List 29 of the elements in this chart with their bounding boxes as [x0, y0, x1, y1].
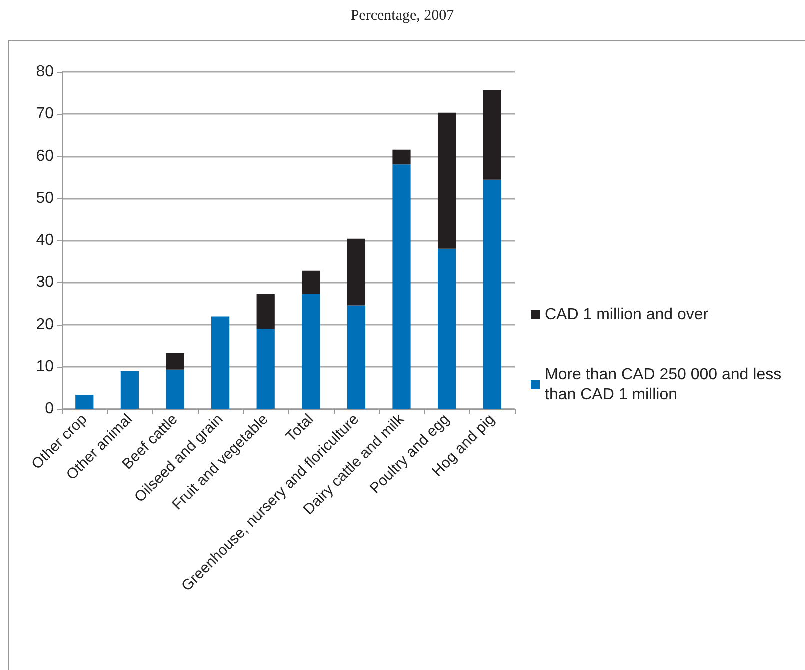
- bar: [256, 294, 275, 330]
- y-tick-label: 80: [36, 64, 54, 80]
- chart-title: Percentage, 2007: [350, 8, 456, 25]
- bar: [166, 370, 184, 409]
- legend-label: CAD 1 million and over: [545, 306, 710, 324]
- y-tick-label: 20: [36, 316, 54, 334]
- y-tick-label: 50: [36, 190, 54, 207]
- bar: [438, 248, 456, 409]
- bar: [483, 180, 502, 409]
- bar: [256, 329, 275, 409]
- bar: [392, 150, 411, 165]
- bar: [347, 306, 366, 409]
- bar: [166, 353, 184, 370]
- y-tick-label: 60: [36, 148, 54, 165]
- bar: [392, 164, 411, 409]
- bar: [211, 316, 230, 409]
- legend-label: More than CAD 250 000 and less than CAD 1 million: [545, 366, 786, 404]
- bar: [438, 112, 456, 249]
- y-tick-label: 10: [36, 358, 54, 376]
- y-tick-label: 70: [36, 106, 54, 123]
- y-tick-label: 0: [45, 400, 54, 418]
- bar: [347, 238, 366, 306]
- bar: [483, 90, 502, 180]
- bar: [76, 395, 94, 409]
- bar: [120, 372, 140, 409]
- y-tick-label: 40: [36, 232, 54, 249]
- y-tick-label: 30: [36, 274, 54, 292]
- bar: [302, 294, 320, 409]
- bar: [302, 270, 320, 294]
